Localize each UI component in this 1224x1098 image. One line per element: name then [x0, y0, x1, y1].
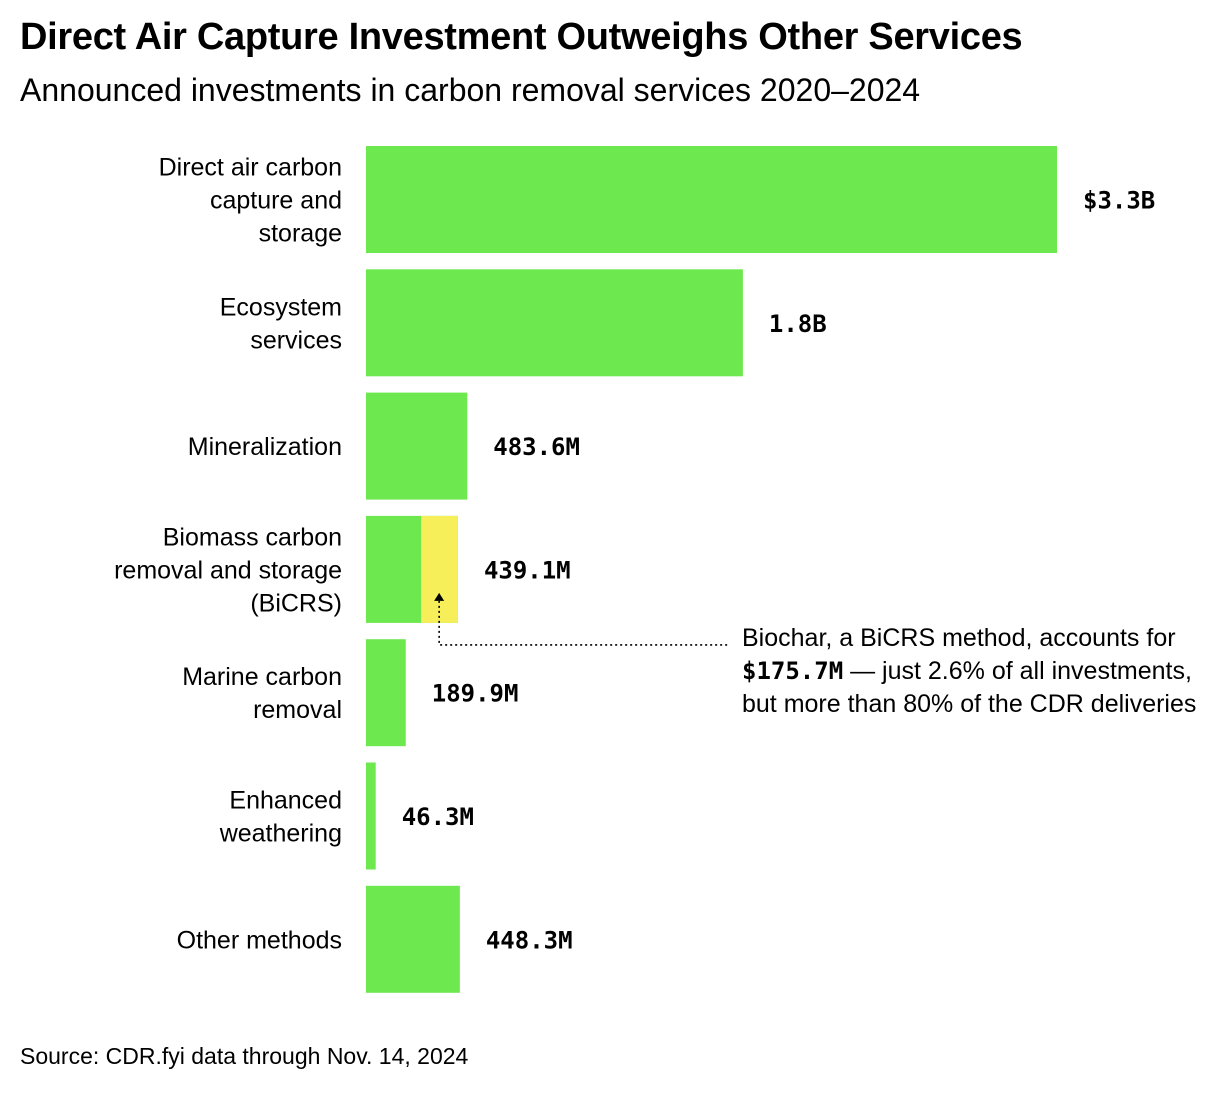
category-label-3: Biomass carbon removal and storage (BiCRS) [114, 523, 342, 617]
chart-subtitle: Announced investments in carbon removal … [20, 72, 921, 108]
value-label-6: 448.3M [486, 926, 573, 954]
annotation-leader-line [438, 600, 730, 646]
source-note: Source: CDR.fyi data through Nov. 14, 20… [20, 1043, 469, 1069]
category-label-2: Mineralization [188, 433, 342, 461]
bar-5 [366, 762, 376, 870]
bar-2 [366, 392, 468, 500]
chart-title: Direct Air Capture Investment Outweighs … [20, 16, 1023, 58]
annotation-text-end: — just 2.6% of all investments, but more… [742, 657, 1197, 718]
annotation-arrow-icon [434, 592, 445, 601]
annotation-text-start: Biochar, a BiCRS method, accounts for [742, 624, 1176, 652]
biochar-annotation: Biochar, a BiCRS method, accounts for $1… [742, 622, 1212, 721]
value-label-5: 46.3M [402, 803, 474, 831]
bar-0 [366, 146, 1057, 253]
category-label-6: Other methods [177, 926, 342, 954]
annotation-value: $175.7M [742, 657, 844, 685]
category-label-5: Enhanced weathering [219, 787, 342, 848]
category-label-1: Ecosystem services [220, 293, 342, 354]
value-label-3: 439.1M [484, 556, 571, 584]
value-label-0: $3.3B [1083, 187, 1155, 215]
value-label-2: 483.6M [493, 433, 580, 461]
bar-6 [366, 885, 460, 993]
category-label-0: Direct air carbon capture and storage [159, 154, 342, 248]
value-label-4: 189.9M [432, 680, 519, 708]
bar-1 [366, 269, 743, 377]
bar-4 [366, 639, 406, 747]
value-label-1: 1.8B [769, 310, 827, 338]
bar-highlight-biochar [421, 515, 458, 623]
category-label-4: Marine carbon removal [182, 663, 342, 724]
